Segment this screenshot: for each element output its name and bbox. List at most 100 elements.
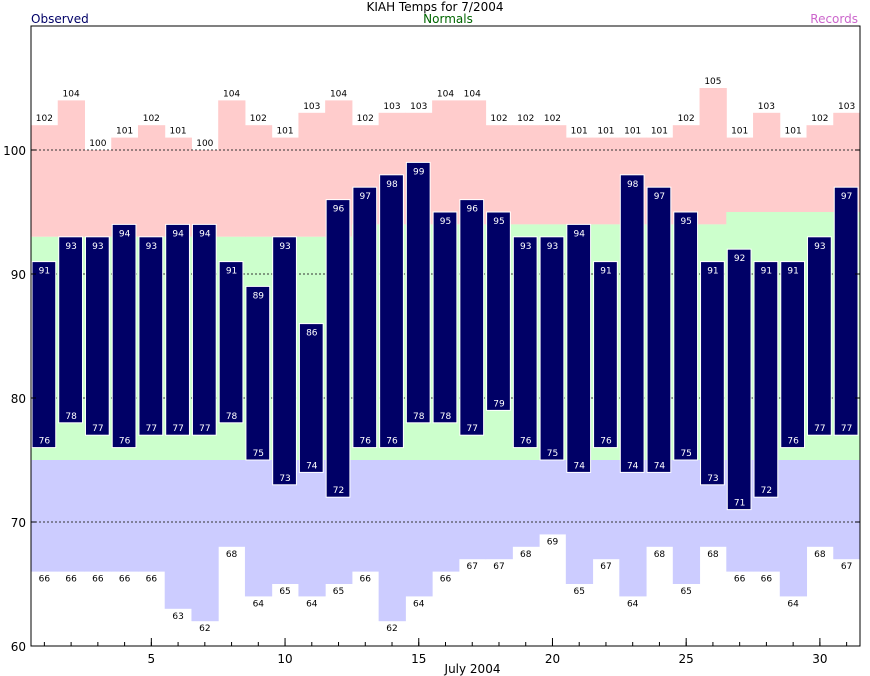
record-low-label: 68 <box>654 550 666 560</box>
record-high-band <box>672 125 701 225</box>
record-low-label: 65 <box>573 587 584 597</box>
record-low-label: 65 <box>279 587 290 597</box>
observed-bar <box>298 323 324 473</box>
observed-bar <box>165 223 190 436</box>
record-low-band <box>592 460 620 560</box>
observed-bar <box>700 261 725 486</box>
observed-low-label: 77 <box>146 424 157 434</box>
x-tick-label: 5 <box>148 652 156 666</box>
observed-high-label: 93 <box>146 242 157 252</box>
record-high-label: 103 <box>303 102 320 112</box>
record-high-label: 102 <box>143 114 160 124</box>
observed-high-label: 95 <box>493 217 504 227</box>
observed-bar <box>780 261 806 449</box>
observed-high-label: 98 <box>386 180 398 190</box>
record-high-band <box>485 125 513 225</box>
record-high-band <box>31 125 59 237</box>
record-low-label: 66 <box>65 575 77 585</box>
observed-low-label: 72 <box>761 486 772 496</box>
y-tick-label: 80 <box>11 392 26 406</box>
record-high-label: 101 <box>276 127 293 137</box>
observed-bar <box>753 261 779 498</box>
record-low-label: 66 <box>92 575 104 585</box>
observed-high-label: 91 <box>226 267 237 277</box>
observed-low-label: 77 <box>467 424 478 434</box>
observed-high-label: 96 <box>333 205 345 215</box>
x-axis-label: July 2004 <box>444 662 501 676</box>
x-tick-label: 30 <box>812 652 827 666</box>
record-high-band <box>539 125 567 225</box>
record-high-label: 101 <box>731 127 748 137</box>
record-high-label: 101 <box>624 127 641 137</box>
observed-high-label: 93 <box>814 242 825 252</box>
observed-bar <box>58 236 83 424</box>
observed-low-label: 76 <box>360 437 372 447</box>
record-high-band <box>806 125 834 212</box>
record-high-band <box>271 137 299 237</box>
record-low-band <box>432 460 460 572</box>
record-high-label: 103 <box>758 102 775 112</box>
observed-high-label: 86 <box>306 329 318 339</box>
observed-high-label: 92 <box>734 254 745 264</box>
record-high-band <box>111 137 139 237</box>
observed-low-label: 73 <box>279 474 290 484</box>
record-low-label: 68 <box>814 550 826 560</box>
record-high-band <box>137 125 166 237</box>
observed-high-label: 93 <box>547 242 558 252</box>
record-low-band <box>244 460 273 597</box>
observed-bar <box>807 236 832 436</box>
record-low-band <box>405 460 433 597</box>
observed-bar <box>191 223 217 436</box>
observed-bar <box>31 261 57 449</box>
record-low-label: 64 <box>627 599 639 609</box>
record-high-label: 102 <box>357 114 374 124</box>
observed-high-label: 96 <box>467 205 479 215</box>
observed-bar <box>352 186 378 449</box>
record-high-label: 102 <box>678 114 695 124</box>
observed-bar <box>405 161 431 424</box>
record-high-band <box>753 112 781 212</box>
record-low-band <box>833 460 861 560</box>
observed-high-label: 94 <box>119 229 131 239</box>
record-low-band <box>458 460 487 560</box>
observed-high-label: 95 <box>680 217 691 227</box>
record-low-label: 67 <box>841 562 852 572</box>
observed-high-label: 93 <box>520 242 531 252</box>
observed-low-label: 76 <box>39 437 51 447</box>
observed-low-label: 76 <box>520 437 532 447</box>
record-low-label: 68 <box>707 550 719 560</box>
record-high-label: 102 <box>544 114 561 124</box>
observed-low-label: 76 <box>386 437 398 447</box>
record-low-band <box>298 460 326 597</box>
observed-bar <box>379 174 404 449</box>
observed-high-label: 93 <box>92 242 103 252</box>
observed-high-label: 93 <box>65 242 76 252</box>
observed-low-label: 76 <box>600 437 612 447</box>
observed-low-label: 74 <box>306 461 318 471</box>
observed-bar <box>646 186 672 473</box>
chart-title: KIAH Temps for 7/2004 <box>366 0 504 14</box>
record-high-band <box>164 137 192 237</box>
record-low-label: 68 <box>520 550 532 560</box>
observed-bar <box>84 236 110 436</box>
observed-bar <box>539 236 565 461</box>
record-low-label: 62 <box>199 624 210 634</box>
observed-bar <box>245 285 271 461</box>
record-low-label: 63 <box>172 612 183 622</box>
record-high-band <box>512 125 540 225</box>
observed-high-label: 98 <box>627 180 639 190</box>
record-high-band <box>84 150 112 237</box>
observed-high-label: 97 <box>841 192 852 202</box>
observed-bar <box>619 174 645 473</box>
record-high-label: 103 <box>838 102 855 112</box>
observed-high-label: 93 <box>279 242 290 252</box>
record-high-label: 102 <box>811 114 828 124</box>
observed-low-label: 74 <box>627 461 639 471</box>
observed-low-label: 75 <box>253 449 264 459</box>
record-high-band <box>779 137 808 212</box>
record-low-band <box>378 460 406 622</box>
observed-low-label: 74 <box>573 461 585 471</box>
record-low-band <box>351 460 380 572</box>
observed-low-label: 77 <box>199 424 210 434</box>
observed-bar <box>566 223 592 473</box>
